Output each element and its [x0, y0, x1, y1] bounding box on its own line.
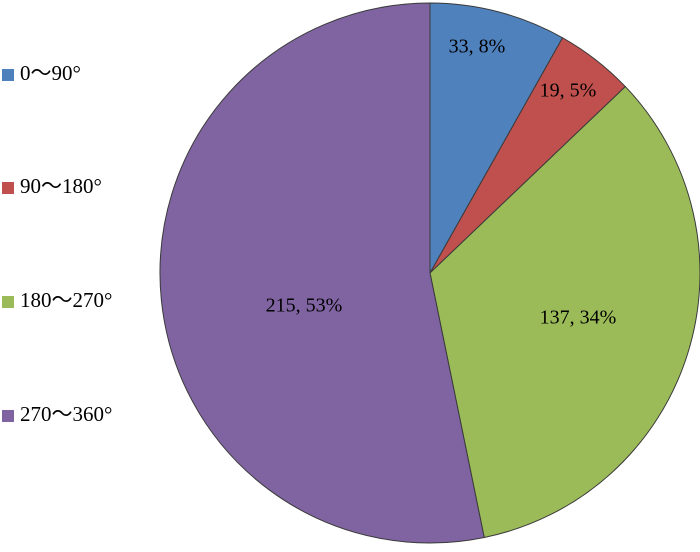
- legend-label-2: 90～180°: [20, 174, 102, 198]
- legend-item-3: 180～270°: [2, 288, 112, 312]
- pie-data-labels: 33, 8% 19, 5% 137, 34% 215, 53%: [266, 36, 617, 329]
- legend-item-1: 0～90°: [2, 61, 81, 85]
- pie-slice-3: [429, 85, 700, 539]
- legend-swatch-4: [2, 410, 14, 422]
- data-label-3: 137, 34%: [540, 307, 617, 329]
- pie-slice-4: [159, 2, 485, 544]
- legend-item-2: 90～180°: [2, 174, 102, 198]
- legend: 0～90° 90～180° 180～270° 270～360°: [2, 61, 112, 426]
- legend-swatch-1: [2, 69, 14, 81]
- legend-label-3: 180～270°: [20, 288, 112, 312]
- legend-swatch-3: [2, 296, 14, 308]
- data-label-1: 33, 8%: [449, 36, 506, 58]
- pie-slice-1: [429, 2, 564, 275]
- data-label-2: 19, 5%: [540, 80, 597, 102]
- legend-swatch-2: [2, 182, 14, 194]
- legend-item-4: 270～360°: [2, 402, 112, 426]
- data-label-4: 215, 53%: [266, 295, 343, 317]
- legend-label-1: 0～90°: [20, 61, 81, 85]
- pie-slices: [159, 2, 700, 544]
- legend-label-4: 270～360°: [20, 402, 112, 426]
